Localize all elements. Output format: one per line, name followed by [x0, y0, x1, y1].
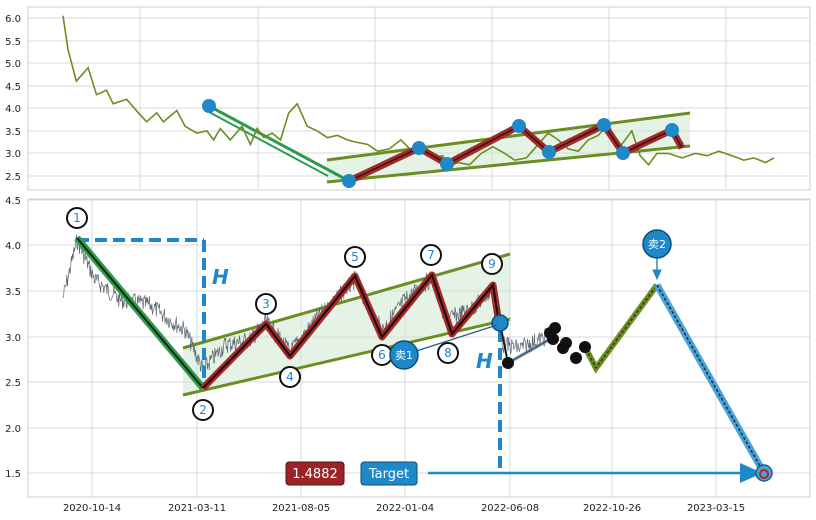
- pattern-x-tick: 2023-03-15: [687, 503, 745, 514]
- sell-1-callout: 卖1: [389, 324, 498, 370]
- target-label-box: Target: [360, 461, 418, 486]
- sell-2-label: 卖2: [648, 238, 666, 251]
- projection-point: [547, 333, 559, 345]
- pivot-label: 2: [199, 403, 207, 417]
- pattern-y-tick: 2.5: [5, 378, 21, 389]
- projection-final-core: [656, 284, 765, 474]
- overview-pivot-point: [342, 174, 356, 188]
- pattern-x-ticks: 2020-10-14 2021-03-11 2021-08-05 2022-01…: [63, 503, 745, 514]
- pattern-x-tick: 2021-08-05: [272, 503, 330, 514]
- overview-pivot-point: [512, 119, 526, 133]
- overview-y-tick: 2.5: [5, 172, 21, 183]
- overview-pivot-point: [616, 146, 630, 160]
- pivot-label: 3: [262, 297, 270, 311]
- pivot-callout-2: 2: [192, 399, 214, 421]
- projection-point: [502, 357, 514, 369]
- projection-black-leg-outline: [507, 336, 553, 365]
- overview-wave: [202, 99, 686, 188]
- overview-panel: 6.0 5.5 5.0 4.5 4.0 3.5 3.0 2.5: [5, 6, 811, 191]
- overview-y-tick: 5.5: [5, 37, 21, 48]
- overview-pivot-point: [665, 123, 679, 137]
- overview-y-tick: 4.0: [5, 104, 21, 115]
- pivot-callout-1: 1: [66, 207, 88, 229]
- overview-pivot-point: [440, 157, 454, 171]
- target-label-text: Target: [368, 467, 409, 482]
- projection-green-core: [585, 284, 658, 370]
- overview-price-series: [62, 15, 775, 169]
- pivot-label: 8: [444, 346, 452, 360]
- pivot-callout-7: 7: [420, 244, 442, 266]
- pattern-channel-upper: [182, 252, 511, 350]
- pivot-callout-3: 3: [255, 293, 277, 315]
- wave-path: [74, 235, 504, 391]
- pivot-callout-4: 4: [279, 366, 301, 388]
- pattern-x-tick: 2021-03-11: [168, 503, 226, 514]
- projection-point: [549, 322, 561, 334]
- pivot-callout-5: 5: [344, 246, 366, 268]
- sell-2-callout: 卖2: [642, 229, 672, 281]
- overview-pivot-point: [202, 99, 216, 113]
- overview-y-ticks: 6.0 5.5 5.0 4.5 4.0 3.5 3.0 2.5: [5, 14, 21, 183]
- pattern-y-tick: 4.0: [5, 241, 21, 252]
- pivot-label: 9: [488, 257, 496, 271]
- sell-1-label: 卖1: [395, 349, 413, 362]
- impulse-down-core: [76, 237, 204, 389]
- overview-y-tick: 3.5: [5, 127, 21, 138]
- pattern-y-tick: 2.0: [5, 424, 21, 435]
- overview-y-tick: 4.5: [5, 82, 21, 93]
- wave-core: [202, 272, 501, 389]
- overview-y-tick: 6.0: [5, 14, 21, 25]
- overview-y-tick: 5.0: [5, 59, 21, 70]
- projection-point: [579, 341, 591, 353]
- pattern-x-tick: 2022-01-04: [376, 503, 434, 514]
- overview-price-line: [62, 15, 775, 169]
- pattern-y-tick: 1.5: [5, 469, 21, 480]
- overview-pivot-point: [597, 118, 611, 132]
- pattern-x-tick: 2020-10-14: [63, 503, 121, 514]
- height-label-left: H: [212, 265, 229, 289]
- pattern-y-tick: 3.0: [5, 333, 21, 344]
- pivot-callout-6: 6: [371, 344, 393, 366]
- breakout-point: [491, 314, 509, 332]
- overview-pivot-point: [542, 145, 556, 159]
- projection-point: [560, 337, 572, 349]
- pivot-callout-8: 8: [437, 342, 459, 364]
- target-value-box: 1.4882: [285, 461, 345, 486]
- pattern-y-tick: 3.5: [5, 287, 21, 298]
- pattern-x-tick: 2022-06-08: [481, 503, 539, 514]
- height-label-right: H: [476, 349, 493, 373]
- pivot-label: 6: [378, 348, 386, 362]
- pattern-y-tick: 4.5: [5, 196, 21, 207]
- pivot-callout-9: 9: [481, 253, 503, 275]
- overview-decline-line-shadow: [208, 111, 329, 177]
- pattern-y-ticks: 4.5 4.0 3.5 3.0 2.5 2.0 1.5: [5, 196, 21, 480]
- pattern-x-tick: 2022-10-26: [583, 503, 641, 514]
- pivot-label: 7: [427, 248, 435, 262]
- pattern-panel: 4.5 4.0 3.5 3.0 2.5 2.0 1.5 2020-10-14 2…: [5, 196, 811, 514]
- projection-point: [570, 352, 582, 364]
- pivot-label: 4: [286, 370, 294, 384]
- projection-path: [491, 283, 773, 482]
- target-value-text: 1.4882: [292, 467, 338, 482]
- overview-y-tick: 3.0: [5, 149, 21, 160]
- target-point-inner: [759, 469, 769, 479]
- overview-decline-line: [208, 104, 350, 183]
- overview-pivot-point: [412, 141, 426, 155]
- height-measure: H H: [77, 238, 763, 483]
- overview-channel-upper: [326, 111, 691, 162]
- pivot-label: 5: [351, 250, 359, 264]
- pivot-label: 1: [73, 211, 81, 225]
